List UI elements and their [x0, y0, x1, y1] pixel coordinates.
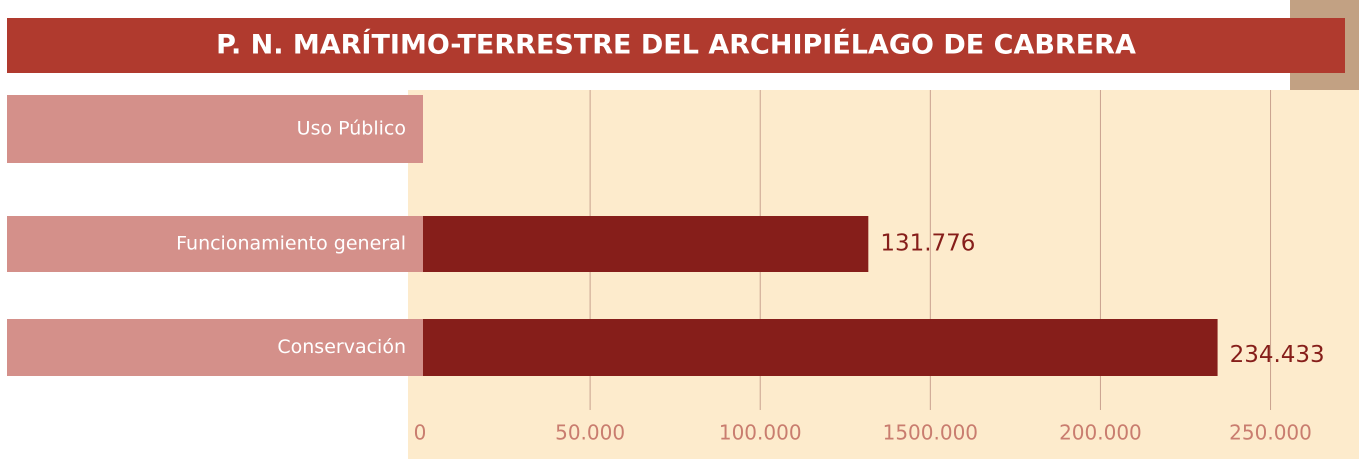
- bar: [423, 216, 869, 272]
- y-tick-label: Uso Público: [297, 118, 406, 140]
- y-tick-label: Funcionamiento general: [176, 233, 406, 255]
- data-label: 234.433: [1230, 342, 1325, 368]
- data-label: 131.776: [880, 231, 975, 257]
- plot-area: [408, 90, 1359, 459]
- title-band: [7, 18, 1345, 73]
- x-tick-label: 1500.000: [883, 421, 978, 445]
- x-tick-label: 50.000: [555, 421, 625, 445]
- x-tick-label: 100.000: [719, 421, 802, 445]
- chart-title: P. N. MARÍTIMO-TERRESTRE DEL ARCHIPIÉLAG…: [216, 29, 1136, 61]
- x-tick-label: 0: [414, 421, 427, 445]
- bar: [423, 319, 1218, 376]
- y-tick-label: Conservación: [277, 336, 406, 358]
- category-box: [7, 95, 423, 163]
- x-tick-label: 200.000: [1059, 421, 1142, 445]
- category-box: [7, 216, 423, 272]
- category-box: [7, 319, 423, 376]
- x-tick-label: 250.000: [1229, 421, 1312, 445]
